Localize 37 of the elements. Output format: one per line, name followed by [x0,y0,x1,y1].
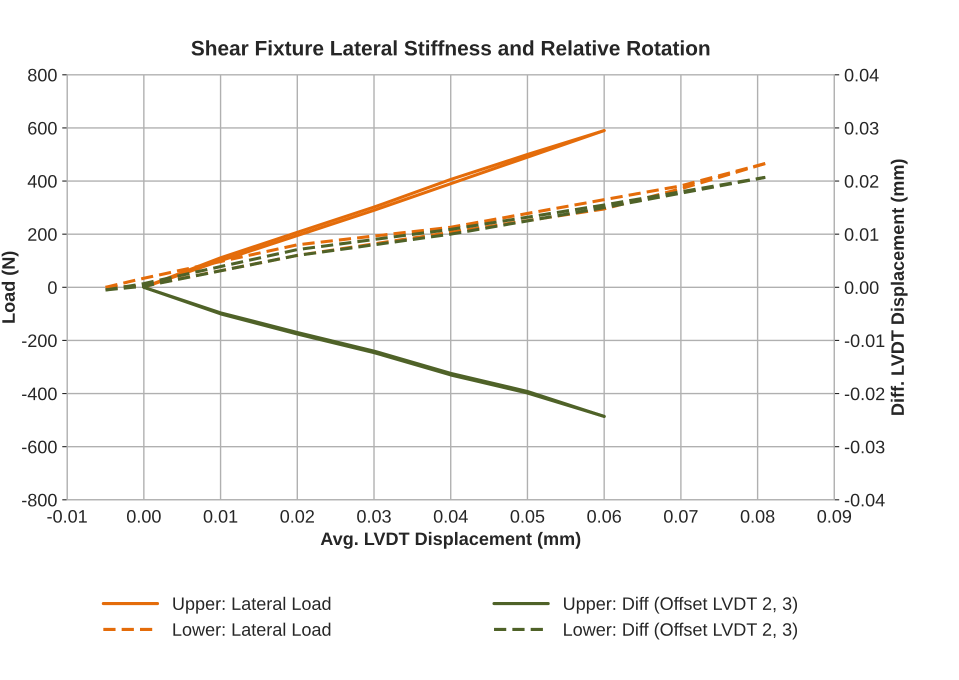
y-tick-label: -400 [22,387,57,400]
legend-label: Lower: Lateral Load [173,622,330,636]
x-tick-label: 0.01 [204,510,238,523]
y2-tick-label: -0.03 [844,440,884,454]
y-tick-label: -800 [22,494,57,507]
y-tick-label: 600 [28,122,57,135]
y-tick-label: 0 [48,281,57,294]
legend-label: Lower: Diff (Offset LVDT 2, 3) [564,622,798,640]
y-tick-label: -600 [22,440,57,454]
x-tick-label: 0.02 [280,510,314,523]
x-tick-label: 0.08 [740,510,774,523]
y2-tick-label: 0.04 [844,68,879,82]
x-tick-label: -0.01 [47,510,87,523]
y2-tick-label: 0.02 [844,174,878,188]
y-tick-label: 800 [28,68,57,82]
chart-title: Shear Fixture Lateral Stiffness and Relative Rotation [191,40,710,56]
x-tick-label: 0.00 [126,510,161,523]
y2-tick-label: 0.03 [844,122,878,135]
legend-label: Upper: Lateral Load [173,596,330,614]
y2-tick-label: -0.01 [844,334,884,348]
y2-tick-label: -0.02 [844,387,884,400]
y2-tick-label: 0.01 [844,228,878,241]
y-tick-label: 200 [28,228,57,241]
x-tick-label: 0.05 [510,510,544,523]
y-tick-label: -200 [22,334,57,348]
y-tick-label: 400 [28,174,57,188]
x-tick-label: 0.03 [357,510,391,523]
y-axis-title: Load (N) [2,252,18,323]
x-tick-label: 0.07 [664,510,698,523]
x-axis-title: Avg. LVDT Displacement (mm) [320,532,580,549]
x-tick-label: 0.04 [434,510,468,523]
legend-label: Upper: Diff (Offset LVDT 2, 3) [564,596,798,614]
y2-axis-title: Diff. LVDT Displacement (mm) [890,159,908,415]
x-tick-label: 0.06 [587,510,621,523]
y2-tick-label: -0.04 [844,494,885,507]
x-tick-label: 0.09 [817,510,852,523]
y2-tick-label: 0.00 [844,281,878,294]
